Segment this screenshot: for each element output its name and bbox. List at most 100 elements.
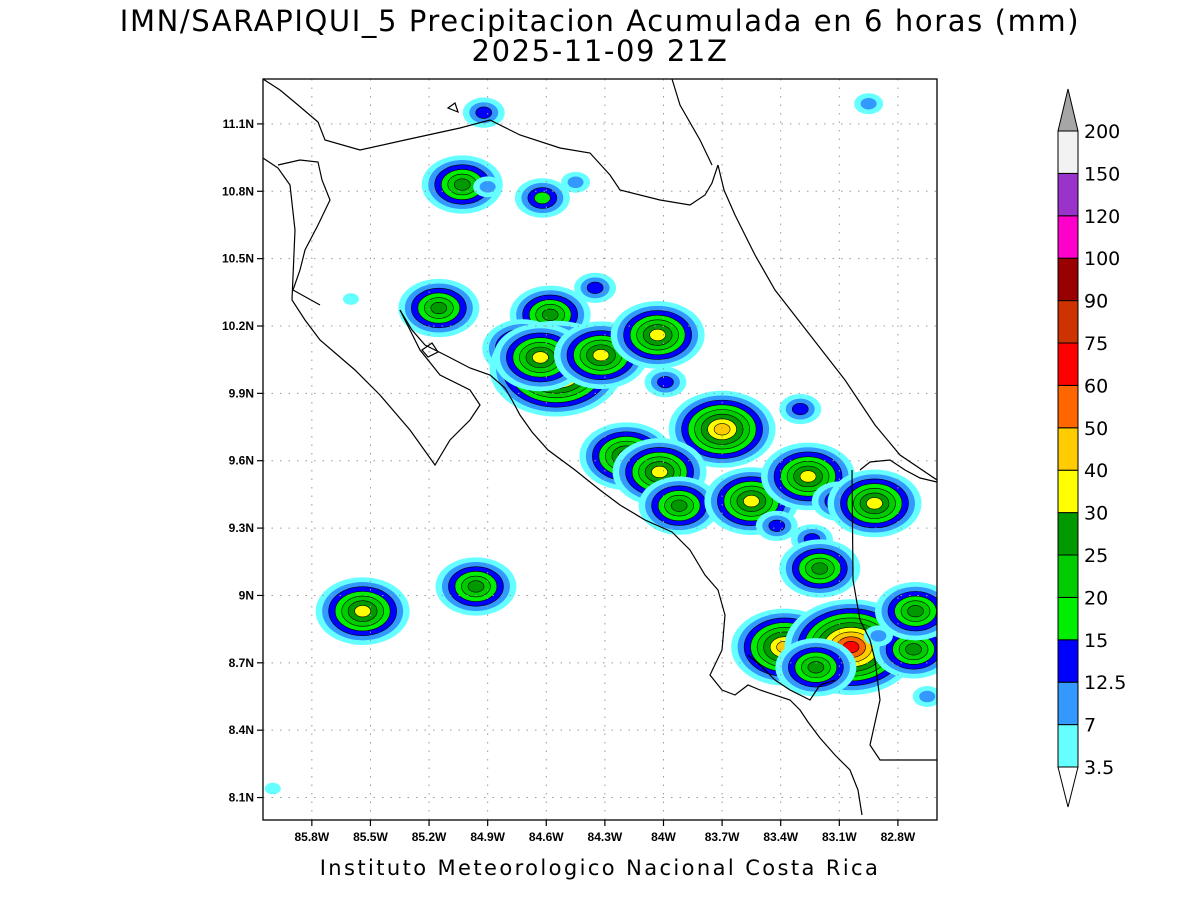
nicaragua-east-coast — [671, 79, 713, 166]
nicaragua-border — [277, 159, 331, 306]
precip-cell — [435, 557, 517, 616]
colorbar-label: 30 — [1084, 503, 1108, 525]
precip-cell — [315, 577, 410, 646]
precip-cell — [755, 510, 798, 541]
precip-contour — [342, 293, 359, 305]
lon-tick-label: 85.8W — [294, 830, 329, 844]
caribbean-coast — [717, 164, 937, 481]
lon-tick-label: 85.5W — [353, 830, 388, 844]
precip-cell — [574, 272, 617, 303]
colorbar-swatch — [1057, 512, 1079, 556]
lat-tick-label: 8.1N — [229, 791, 254, 805]
lon-tick-label: 83.1W — [822, 830, 857, 844]
precip-cell — [473, 176, 503, 198]
panama-bocas-coast — [859, 459, 937, 483]
colorbar-swatch — [1057, 172, 1079, 217]
colorbar-label: 40 — [1084, 460, 1108, 482]
nicaragua-lake-shore — [263, 79, 719, 206]
precip-contour — [479, 181, 496, 193]
lon-tick-label: 84W — [651, 830, 676, 844]
precipitation-field — [264, 93, 937, 795]
colorbar-swatch — [1057, 681, 1079, 726]
lon-tick-label: 83.7W — [705, 830, 740, 844]
precip-contour — [534, 191, 551, 205]
lon-tick-label: 84.3W — [588, 830, 623, 844]
precip-contour — [713, 423, 731, 436]
lat-tick-label: 9N — [239, 588, 254, 602]
colorbar-swatch — [1057, 215, 1079, 259]
precip-contour — [567, 176, 584, 189]
colorbar-swatch — [1057, 300, 1079, 344]
lat-tick-label: 9.9N — [229, 386, 254, 400]
colorbar-min-arrow — [1057, 766, 1079, 808]
precip-cell — [462, 97, 505, 128]
precip-contour — [670, 499, 688, 512]
colorbar-label: 15 — [1084, 630, 1108, 652]
precip-cell — [342, 293, 359, 305]
precip-contour — [475, 106, 493, 119]
lat-tick-label: 10.5N — [222, 252, 254, 266]
colorbar-label: 150 — [1084, 163, 1120, 185]
colorbar-label: 100 — [1084, 248, 1120, 270]
graticule — [263, 79, 937, 820]
precip-contour — [651, 465, 668, 479]
lake-island — [446, 102, 459, 114]
lat-tick-label: 9.3N — [229, 521, 254, 535]
latitude-axis: 11.1N 10.8N 10.5N 10.2N 9.9N 9.6N 9.3N 9N 8.7N 8.… — [222, 117, 263, 805]
precip-contour — [649, 328, 666, 342]
colorbar-swatch — [1057, 384, 1079, 429]
precip-cell — [779, 393, 822, 425]
precip-contour — [807, 661, 825, 674]
precip-cell — [264, 782, 281, 795]
precip-cell — [398, 278, 480, 338]
precip-contour — [430, 301, 448, 315]
precip-cell — [854, 93, 884, 115]
precip-contour — [866, 497, 883, 510]
footer-credit: Instituto Meteorologico Nacional Costa R… — [319, 856, 881, 880]
colorbar-max-arrow — [1057, 88, 1079, 132]
precip-contour — [354, 605, 371, 618]
precip-contour — [586, 281, 604, 294]
precip-cell — [912, 686, 937, 707]
island-coastline — [421, 342, 439, 358]
colorbar-swatch — [1057, 554, 1079, 598]
colorbar-swatch — [1057, 427, 1079, 471]
lon-tick-label: 84.9W — [470, 830, 505, 844]
colorbar-label: 7 — [1084, 715, 1096, 737]
lat-tick-label: 11.1N — [223, 117, 254, 131]
lon-tick-label: 82.8W — [881, 830, 916, 844]
precip-contour — [907, 605, 924, 618]
colorbar-label: 200 — [1084, 121, 1120, 143]
colorbar-label: 25 — [1084, 545, 1108, 567]
precip-contour — [860, 97, 877, 110]
plot-frame — [262, 78, 938, 821]
colorbar-swatch — [1057, 257, 1079, 302]
lat-tick-label: 8.4N — [229, 723, 254, 737]
colorbar-label: 20 — [1084, 587, 1108, 609]
precip-cell — [421, 155, 503, 214]
map-valid-time: 2025-11-09 21Z — [471, 34, 729, 68]
coastlines-borders — [263, 79, 937, 816]
precip-cell — [863, 625, 893, 647]
lon-tick-label: 83.4W — [763, 830, 798, 844]
colorbar-swatch — [1057, 639, 1079, 683]
precip-contour — [768, 519, 786, 532]
lat-tick-label: 9.6N — [229, 454, 254, 468]
precip-cell — [514, 178, 570, 218]
precip-cell — [668, 390, 776, 468]
precip-contour — [870, 630, 887, 642]
precip-cell — [610, 301, 705, 369]
colorbar-swatch — [1057, 469, 1079, 514]
precip-cell — [875, 582, 937, 641]
precip-contour — [453, 178, 471, 191]
precipitation-colorbar: 3.5 7 12.5 15 20 25 30 40 50 60 75 90 100 120 150 200 — [1057, 88, 1126, 808]
colorbar-label: 60 — [1084, 375, 1108, 397]
precip-contour — [791, 403, 809, 416]
colorbar-swatch — [1057, 130, 1079, 174]
precip-contour — [919, 690, 936, 703]
precip-contour — [264, 782, 281, 795]
colorbar-label: 120 — [1084, 206, 1120, 228]
precip-cell — [561, 171, 591, 193]
lat-tick-label: 8.7N — [229, 656, 254, 670]
